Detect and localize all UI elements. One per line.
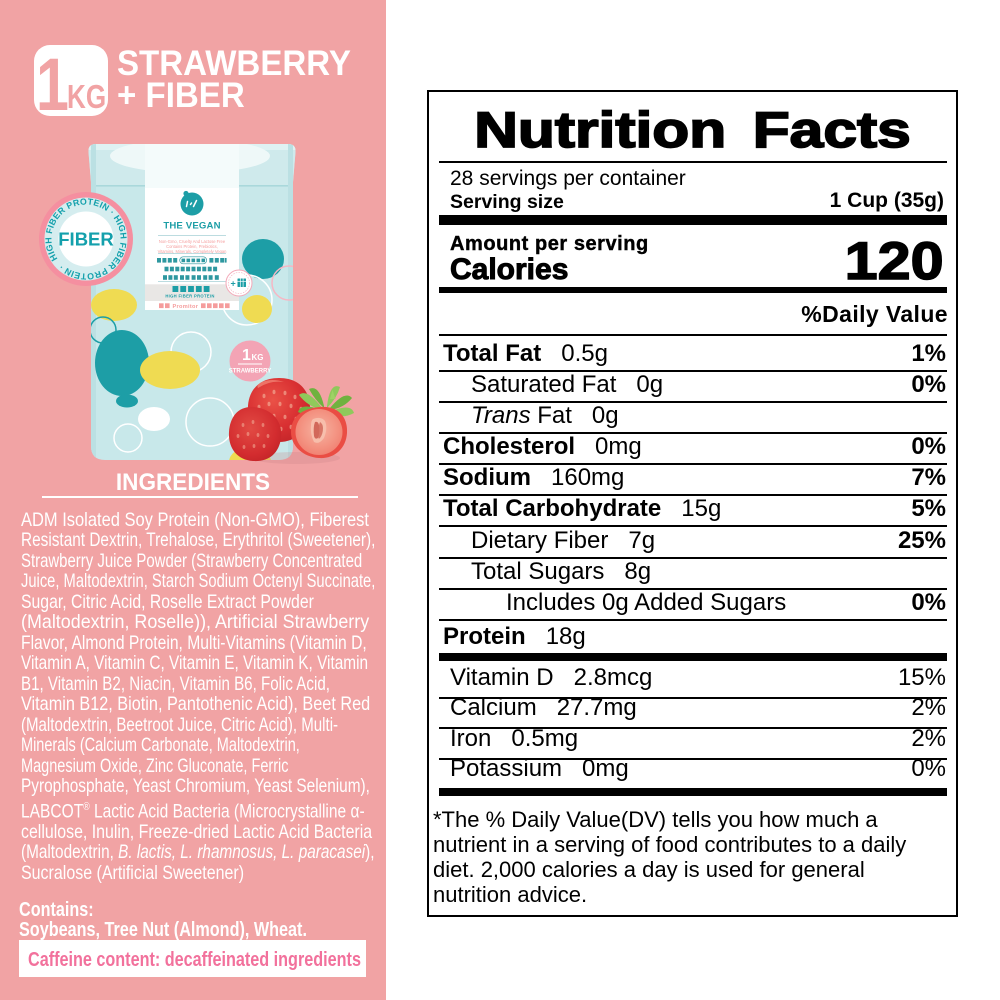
svg-text:Promitor: Promitor [173,304,199,310]
svg-text:FIBER: FIBER [58,229,114,250]
svg-text:STRAWBERRY: STRAWBERRY [229,369,271,375]
svg-text:Contains Protein, Prebiotics,: Contains Protein, Prebiotics, [166,244,218,249]
svg-text:HIGH FIBER PROTEIN: HIGH FIBER PROTEIN [165,294,214,299]
svg-text:KG: KG [252,353,264,362]
svg-text:1: 1 [242,347,251,364]
svg-text:+: + [231,279,236,289]
svg-text:Non-Gmo, Cruelty And Lactose F: Non-Gmo, Cruelty And Lactose Free [159,239,226,244]
svg-text:THE VEGAN: THE VEGAN [163,221,220,232]
svg-text:Vitamins, Minerals, Completely: Vitamins, Minerals, Completely Vegan [158,249,228,254]
